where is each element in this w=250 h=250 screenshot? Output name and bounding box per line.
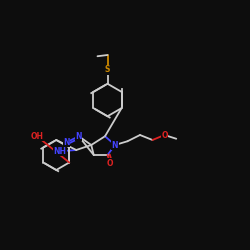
Text: N: N — [63, 138, 70, 147]
Text: O: O — [107, 158, 113, 168]
Text: N: N — [76, 132, 82, 141]
Text: OH: OH — [30, 132, 44, 141]
Text: O: O — [161, 130, 168, 140]
Text: S: S — [105, 66, 110, 74]
Text: N: N — [112, 140, 118, 149]
Text: NH: NH — [54, 147, 66, 156]
